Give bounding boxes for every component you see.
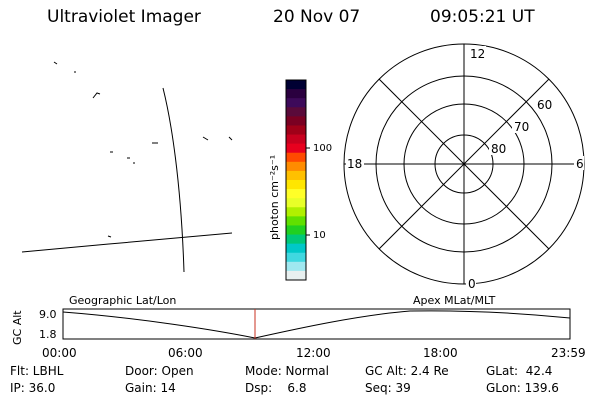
filter-info: Flt: LBHL (10, 364, 64, 378)
timeline-axis-title: GC Alt (11, 310, 24, 345)
x-tick-0000: 00:00 (42, 346, 77, 360)
colorbar-cell (286, 170, 306, 181)
y-label-min: 1.8 (39, 328, 57, 341)
lat-label-70: 70 (514, 120, 529, 134)
colorbar-cell (286, 234, 306, 245)
mlt-label-6: 6 (576, 157, 584, 171)
date-label: 20 Nov 07 (273, 7, 361, 27)
glon-info: GLon: 139.6 (486, 381, 559, 395)
parallel-line (21, 232, 233, 253)
colorbar-cell (286, 180, 306, 190)
colorbar-cell (286, 80, 306, 90)
mlt-label-18: 18 (347, 157, 362, 171)
altitude-timeline: Geographic Lat/Lon Apex MLat/MLT 9.0 1.8… (11, 294, 586, 360)
x-tick-2359: 23:59 (551, 346, 586, 360)
altitude-curve (62, 310, 571, 339)
dsp-info: Dsp: 6.8 (245, 381, 307, 395)
x-tick-1800: 18:00 (423, 346, 458, 360)
x-tick-1200: 12:00 (296, 346, 331, 360)
colorbar-cell (286, 143, 306, 154)
lat-label-80: 80 (491, 142, 506, 156)
polar-plot (343, 43, 585, 285)
colorbar-cell (286, 161, 306, 172)
colorbar-cell (286, 252, 306, 263)
colorbar-cell (286, 134, 306, 145)
mode-info: Mode: Normal (245, 364, 329, 378)
geographic-map (21, 61, 233, 273)
colorbar-cell (286, 189, 306, 199)
colorbar-cell (286, 116, 306, 126)
meridian-line (162, 87, 185, 273)
mlt-label-0: 0 (468, 277, 476, 291)
geographic-label: Geographic Lat/Lon (69, 294, 176, 307)
colorbar-cell (286, 243, 306, 254)
polar-diagonal (378, 78, 550, 250)
seq-info: Seq: 39 (365, 381, 411, 395)
glat-info: GLat: 42.4 (486, 364, 553, 378)
ip-info: IP: 36.0 (10, 381, 56, 395)
time-label: 09:05:21 UT (430, 7, 535, 27)
colorbar-tick-100: 100 (313, 143, 332, 154)
colorbar-cell (286, 225, 306, 236)
instrument-title: Ultraviolet Imager (47, 7, 201, 27)
colorbar-tick-10: 10 (313, 230, 326, 241)
colorbar-unit-label: photon cm⁻²s⁻¹ (268, 155, 281, 240)
lat-label-60: 60 (537, 98, 552, 112)
colorbar-cell (286, 125, 306, 136)
gc-alt-info: GC Alt: 2.4 Re (365, 364, 449, 378)
gain-info: Gain: 14 (125, 381, 176, 395)
colorbar-cell (286, 89, 306, 99)
color-bar: 100 10 photon cm⁻²s⁻¹ (268, 79, 332, 281)
colorbar-cell (286, 198, 306, 208)
apex-label: Apex MLat/MLT (413, 294, 496, 307)
colorbar-cell (286, 152, 306, 163)
colorbar-cell (286, 98, 306, 108)
coast-fragment (202, 136, 209, 141)
mlt-label-12: 12 (470, 47, 485, 61)
coast-fragment (107, 235, 112, 238)
coast-fragment (228, 136, 233, 141)
y-label-max: 9.0 (39, 308, 57, 321)
colorbar-cell (286, 107, 306, 117)
colorbar-cell (286, 216, 306, 226)
coast-fragment (92, 92, 101, 99)
colorbar-cell (286, 261, 306, 272)
coast-fragment (53, 61, 58, 65)
colorbar-cell (286, 270, 306, 281)
x-tick-0600: 06:00 (168, 346, 203, 360)
door-info: Door: Open (125, 364, 194, 378)
colorbar-cell (286, 207, 306, 217)
